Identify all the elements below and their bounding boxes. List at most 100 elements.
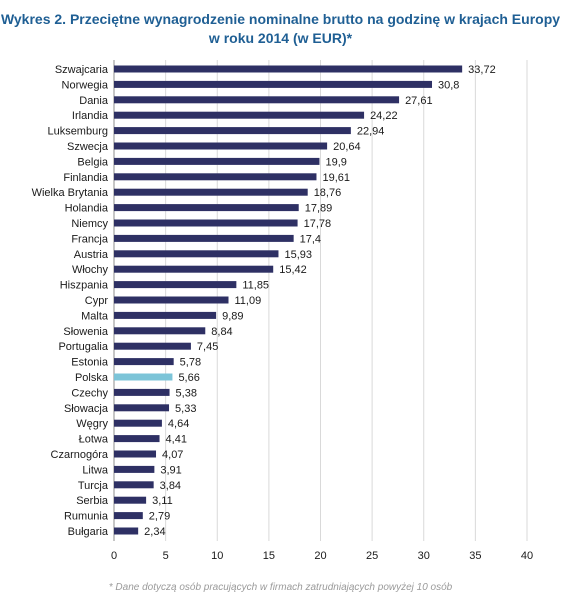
- value-label-17: 8,84: [211, 326, 232, 338]
- category-label-11: Francja: [71, 233, 109, 245]
- value-label-27: 3,84: [160, 480, 181, 492]
- category-label-30: Bułgaria: [68, 526, 109, 538]
- bar-13: [114, 265, 274, 273]
- chart-subtitle: w roku 2014 (w EUR)*: [208, 30, 353, 46]
- category-label-12: Austria: [74, 249, 109, 261]
- category-label-6: Belgia: [77, 156, 108, 168]
- x-tick-label-6: 30: [418, 550, 430, 562]
- value-label-30: 2,34: [144, 526, 165, 538]
- bar-23: [114, 419, 162, 427]
- category-label-3: Irlandia: [72, 110, 109, 122]
- value-label-4: 22,94: [357, 126, 385, 138]
- category-label-25: Czarnogóra: [51, 449, 109, 461]
- bar-10: [114, 219, 298, 227]
- category-label-21: Czechy: [71, 387, 108, 399]
- value-label-26: 3,91: [160, 464, 181, 476]
- category-label-4: Luksemburg: [47, 126, 108, 138]
- bar-20: [114, 373, 173, 381]
- category-label-0: Szwajcaria: [55, 64, 109, 76]
- bar-6: [114, 157, 320, 165]
- value-label-8: 18,76: [314, 187, 342, 199]
- bar-7: [114, 173, 317, 181]
- value-label-3: 24,22: [370, 110, 398, 122]
- bar-2: [114, 96, 400, 104]
- bar-15: [114, 296, 229, 304]
- value-label-12: 15,93: [284, 249, 312, 261]
- bar-26: [114, 465, 155, 473]
- footnote: * Dane dotyczą osób pracujących w firmac…: [108, 582, 453, 593]
- category-label-2: Dania: [79, 95, 109, 107]
- x-tick-label-3: 15: [263, 550, 275, 562]
- value-label-21: 5,38: [176, 387, 197, 399]
- x-tick-label-1: 5: [163, 550, 169, 562]
- bar-19: [114, 358, 174, 366]
- bar-24: [114, 435, 160, 443]
- value-label-16: 9,89: [222, 310, 243, 322]
- bar-21: [114, 388, 170, 396]
- value-label-28: 3,11: [152, 495, 173, 507]
- category-label-10: Niemcy: [71, 218, 108, 230]
- value-label-10: 17,78: [304, 218, 332, 230]
- bar-9: [114, 204, 299, 212]
- bar-16: [114, 311, 217, 319]
- category-label-23: Węgry: [76, 418, 108, 430]
- category-label-26: Litwa: [82, 464, 109, 476]
- value-label-0: 33,72: [468, 64, 496, 76]
- category-label-15: Cypr: [85, 295, 109, 307]
- x-tick-label-0: 0: [111, 550, 117, 562]
- category-label-13: Włochy: [72, 264, 109, 276]
- x-tick-label-7: 35: [469, 550, 481, 562]
- category-label-9: Holandia: [65, 203, 109, 215]
- value-label-13: 15,42: [279, 264, 307, 276]
- category-label-14: Hiszpania: [60, 280, 109, 292]
- value-label-20: 5,66: [178, 372, 199, 384]
- x-tick-label-4: 20: [314, 550, 326, 562]
- bar-14: [114, 281, 237, 289]
- category-label-1: Norwegia: [62, 79, 109, 91]
- bar-25: [114, 450, 157, 458]
- category-label-29: Rumunia: [64, 511, 109, 523]
- value-label-23: 4,64: [168, 418, 189, 430]
- value-label-19: 5,78: [180, 357, 201, 369]
- value-label-11: 17,4: [300, 233, 321, 245]
- value-label-1: 30,8: [438, 79, 459, 91]
- value-label-25: 4,07: [162, 449, 183, 461]
- bar-27: [114, 481, 154, 489]
- bar-4: [114, 127, 351, 135]
- value-label-5: 20,64: [333, 141, 361, 153]
- x-tick-label-2: 10: [211, 550, 223, 562]
- bar-0: [114, 65, 463, 73]
- bar-28: [114, 496, 147, 504]
- value-label-6: 19,9: [325, 156, 346, 168]
- bar-5: [114, 142, 328, 150]
- value-label-14: 11,85: [242, 280, 269, 292]
- bar-1: [114, 80, 433, 88]
- category-label-5: Szwecja: [67, 141, 109, 153]
- value-label-15: 11,09: [235, 295, 262, 307]
- bar-30: [114, 527, 139, 535]
- chart-title: Wykres 2. Przeciętne wynagrodzenie nomin…: [0, 11, 561, 27]
- category-label-7: Finlandia: [63, 172, 109, 184]
- bar-22: [114, 404, 170, 412]
- value-label-2: 27,61: [405, 95, 433, 107]
- bar-11: [114, 234, 294, 242]
- bar-17: [114, 327, 206, 335]
- category-label-24: Łotwa: [79, 434, 109, 446]
- category-label-18: Portugalia: [58, 341, 108, 353]
- bar-3: [114, 111, 365, 119]
- category-label-28: Serbia: [76, 495, 109, 507]
- value-label-18: 7,45: [197, 341, 218, 353]
- category-label-16: Malta: [81, 310, 109, 322]
- value-label-24: 4,41: [166, 434, 187, 446]
- value-label-7: 19,61: [322, 172, 350, 184]
- bar-12: [114, 250, 279, 258]
- x-tick-label-5: 25: [366, 550, 378, 562]
- x-tick-label-8: 40: [521, 550, 533, 562]
- category-label-27: Turcja: [78, 480, 109, 492]
- chart-title-block: Wykres 2. Przeciętne wynagrodzenie nomin…: [0, 10, 561, 48]
- value-label-9: 17,89: [305, 203, 333, 215]
- category-label-8: Wielka Brytania: [32, 187, 109, 199]
- category-label-20: Polska: [75, 372, 109, 384]
- category-label-19: Estonia: [71, 357, 109, 369]
- bar-29: [114, 512, 143, 520]
